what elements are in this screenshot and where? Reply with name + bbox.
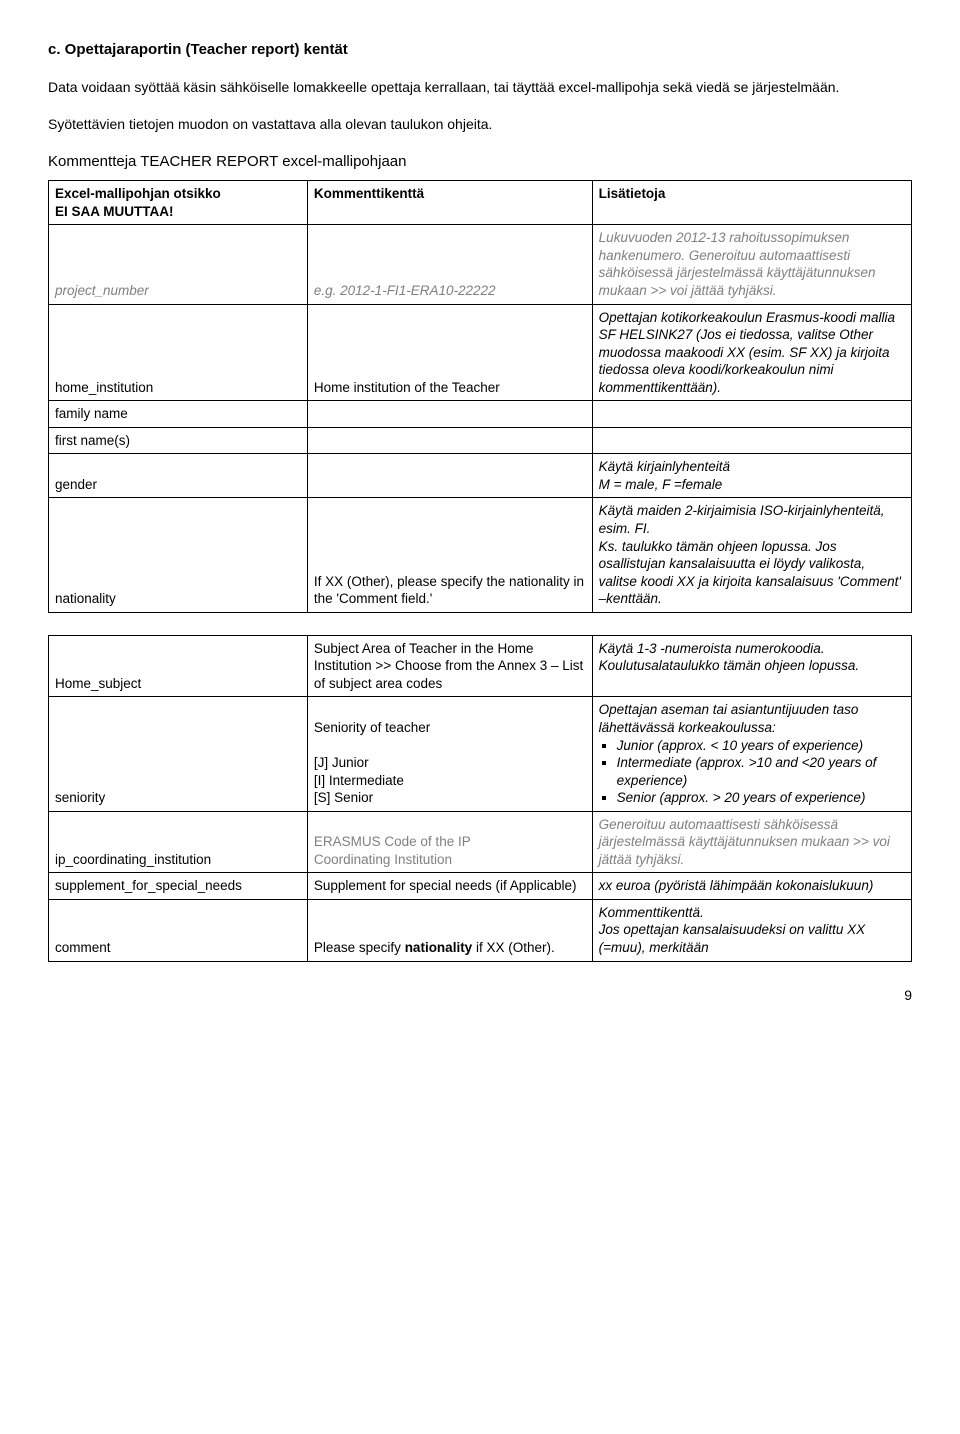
comment-c2-part2: nationality bbox=[405, 940, 473, 955]
ip-coord-c2-line1: ERASMUS Code of the IP bbox=[314, 834, 471, 849]
table-subhead: Kommentteja TEACHER REPORT excel-mallipo… bbox=[48, 152, 912, 172]
teacher-report-table-2: Home_subject Subject Area of Teacher in … bbox=[48, 635, 912, 962]
row-project-number: project_number e.g. 2012-1-FI1-ERA10-222… bbox=[49, 225, 912, 304]
row-supplement: supplement_for_special_needs Supplement … bbox=[49, 873, 912, 900]
cell-first-names-c2 bbox=[307, 427, 592, 454]
seniority-bullet-1: Junior (approx. < 10 years of experience… bbox=[617, 737, 905, 755]
comment-c2-part3: if XX (Other). bbox=[472, 940, 555, 955]
cell-home-institution-c1: home_institution bbox=[49, 304, 308, 401]
cell-project-number-c2: e.g. 2012-1-FI1-ERA10-22222 bbox=[307, 225, 592, 304]
row-gender: gender Käytä kirjainlyhenteitä M = male,… bbox=[49, 454, 912, 498]
row-home-subject: Home_subject Subject Area of Teacher in … bbox=[49, 635, 912, 697]
comment-c3-line1: Kommenttikenttä. bbox=[599, 905, 704, 920]
table-header-row: Excel-mallipohjan otsikko EI SAA MUUTTAA… bbox=[49, 181, 912, 225]
cell-nationality-c3: Käytä maiden 2-kirjaimisia ISO-kirjainly… bbox=[592, 498, 911, 612]
seniority-bullet-3: Senior (approx. > 20 years of experience… bbox=[617, 789, 905, 807]
seniority-c2-line3: [I] Intermediate bbox=[314, 773, 404, 788]
cell-first-names-c1: first name(s) bbox=[49, 427, 308, 454]
seniority-bullet-2: Intermediate (approx. >10 and <20 years … bbox=[617, 754, 905, 789]
cell-ip-coord-c2: ERASMUS Code of the IP Coordinating Inst… bbox=[307, 811, 592, 873]
cell-gender-c2 bbox=[307, 454, 592, 498]
section-title: c. Opettajaraportin (Teacher report) ken… bbox=[48, 40, 912, 60]
ip-coord-c2-line2: Coordinating Institution bbox=[314, 852, 452, 867]
row-comment: comment Please specify nationality if XX… bbox=[49, 899, 912, 961]
cell-project-number-c3: Lukuvuoden 2012-13 rahoitussopimuksen ha… bbox=[592, 225, 911, 304]
intro-paragraph-2: Syötettävien tietojen muodon on vastatta… bbox=[48, 115, 912, 134]
cell-comment-c2: Please specify nationality if XX (Other)… bbox=[307, 899, 592, 961]
seniority-c2-line2: [J] Junior bbox=[314, 755, 369, 770]
cell-home-institution-c2: Home institution of the Teacher bbox=[307, 304, 592, 401]
cell-supplement-c2: Supplement for special needs (if Applica… bbox=[307, 873, 592, 900]
row-nationality: nationality If XX (Other), please specif… bbox=[49, 498, 912, 612]
row-family-name: family name bbox=[49, 401, 912, 428]
row-first-names: first name(s) bbox=[49, 427, 912, 454]
seniority-c3-intro: Opettajan aseman tai asiantuntijuuden ta… bbox=[599, 702, 859, 735]
teacher-report-table-1: Excel-mallipohjan otsikko EI SAA MUUTTAA… bbox=[48, 180, 912, 612]
cell-comment-c3: Kommenttikenttä. Jos opettajan kansalais… bbox=[592, 899, 911, 961]
header-col1-line1: Excel-mallipohjan otsikko bbox=[55, 186, 221, 201]
seniority-bullets: Junior (approx. < 10 years of experience… bbox=[599, 737, 905, 807]
cell-ip-coord-c1: ip_coordinating_institution bbox=[49, 811, 308, 873]
cell-gender-c3: Käytä kirjainlyhenteitä M = male, F =fem… bbox=[592, 454, 911, 498]
cell-supplement-c1: supplement_for_special_needs bbox=[49, 873, 308, 900]
cell-home-subject-c1: Home_subject bbox=[49, 635, 308, 697]
row-seniority: seniority Seniority of teacher [J] Junio… bbox=[49, 697, 912, 811]
row-ip-coordinating: ip_coordinating_institution ERASMUS Code… bbox=[49, 811, 912, 873]
seniority-c2-line1: Seniority of teacher bbox=[314, 720, 430, 735]
cell-comment-c1: comment bbox=[49, 899, 308, 961]
header-col2: Kommenttikenttä bbox=[314, 186, 424, 201]
cell-family-name-c3 bbox=[592, 401, 911, 428]
cell-seniority-c2: Seniority of teacher [J] Junior [I] Inte… bbox=[307, 697, 592, 811]
seniority-c2-line4: [S] Senior bbox=[314, 790, 373, 805]
cell-supplement-c3: xx euroa (pyöristä lähimpään kokonaisluk… bbox=[592, 873, 911, 900]
cell-home-institution-c3: Opettajan kotikorkeakoulun Erasmus-koodi… bbox=[592, 304, 911, 401]
header-col1-line2: EI SAA MUUTTAA! bbox=[55, 204, 174, 219]
cell-home-institution-c3a: Opettajan kotikorkeakoulun Erasmus-koodi… bbox=[599, 310, 895, 325]
cell-gender-c1: gender bbox=[49, 454, 308, 498]
cell-seniority-c3: Opettajan aseman tai asiantuntijuuden ta… bbox=[592, 697, 911, 811]
cell-gender-c3b: M = male, F =female bbox=[599, 477, 723, 492]
cell-nationality-c2: If XX (Other), please specify the nation… bbox=[307, 498, 592, 612]
cell-home-subject-c2: Subject Area of Teacher in the Home Inst… bbox=[307, 635, 592, 697]
cell-home-institution-c3b: SF HELSINK27 (Jos ei tiedossa, valitse O… bbox=[599, 327, 890, 395]
header-col3: Lisätietoja bbox=[599, 186, 666, 201]
cell-nationality-c1: nationality bbox=[49, 498, 308, 612]
intro-paragraph-1: Data voidaan syöttää käsin sähköiselle l… bbox=[48, 78, 912, 97]
cell-seniority-c1: seniority bbox=[49, 697, 308, 811]
page-number: 9 bbox=[48, 986, 912, 1005]
cell-family-name-c2 bbox=[307, 401, 592, 428]
cell-project-number-c1: project_number bbox=[49, 225, 308, 304]
comment-c2-part1: Please specify bbox=[314, 940, 405, 955]
cell-gender-c3a: Käytä kirjainlyhenteitä bbox=[599, 459, 730, 474]
cell-family-name-c1: family name bbox=[49, 401, 308, 428]
cell-first-names-c3 bbox=[592, 427, 911, 454]
row-home-institution: home_institution Home institution of the… bbox=[49, 304, 912, 401]
cell-ip-coord-c3: Generoituu automaattisesti sähköisessä j… bbox=[592, 811, 911, 873]
comment-c3-line2: Jos opettajan kansalaisuudeksi on valitt… bbox=[599, 922, 865, 955]
cell-home-subject-c3: Käytä 1-3 -numeroista numerokoodia. Koul… bbox=[592, 635, 911, 697]
